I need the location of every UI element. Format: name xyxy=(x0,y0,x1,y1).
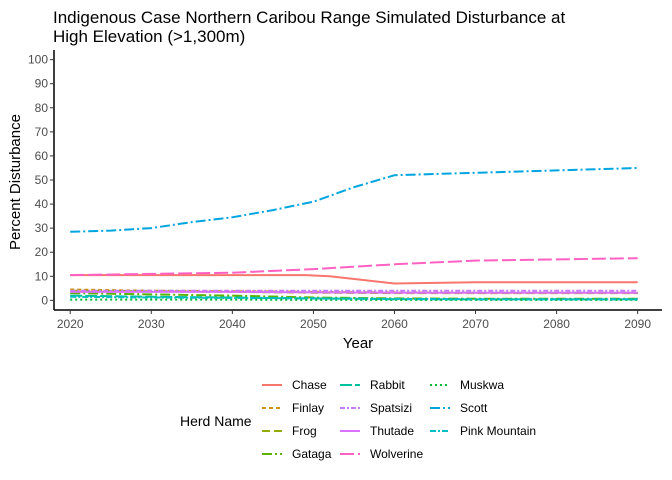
legend-label-spatsizi: Spatsizi xyxy=(370,401,412,415)
x-tick-label: 2060 xyxy=(381,317,408,331)
y-axis-ticks: 0 10 20 30 40 50 60 70 80 90 100 xyxy=(28,53,54,307)
y-tick-label: 50 xyxy=(35,173,49,187)
y-tick-label: 10 xyxy=(35,269,49,283)
y-tick-label: 20 xyxy=(35,245,49,259)
legend: Chase Finlay Frog Gataga Rabbit Spatsizi Thuta… xyxy=(262,378,536,461)
y-axis-title: Percent Disturbance xyxy=(7,114,24,250)
y-tick-label: 0 xyxy=(41,293,48,307)
legend-label-wolverine: Wolverine xyxy=(370,447,423,461)
x-axis-ticks: 2020 2030 2040 2050 2060 2070 2080 2090 xyxy=(57,310,651,331)
legend-title: Herd Name xyxy=(180,413,252,429)
y-tick-label: 100 xyxy=(28,53,48,67)
y-tick-label: 60 xyxy=(35,149,49,163)
x-tick-label: 2040 xyxy=(219,317,246,331)
legend-label-scott: Scott xyxy=(460,401,488,415)
x-tick-label: 2020 xyxy=(57,317,84,331)
x-axis-title: Year xyxy=(343,335,373,352)
legend-label-pink-mountain: Pink Mountain xyxy=(460,424,536,438)
series-line-thutade xyxy=(70,290,638,294)
chart-title-line-1: Indigenous Case Northern Caribou Range S… xyxy=(53,8,565,27)
series-line-wolverine xyxy=(70,257,638,277)
x-tick-label: 2050 xyxy=(300,317,327,331)
legend-label-thutade: Thutade xyxy=(370,424,414,438)
y-tick-label: 90 xyxy=(35,77,49,91)
legend-label-frog: Frog xyxy=(292,424,317,438)
legend-label-finlay: Finlay xyxy=(292,401,324,415)
x-tick-label: 2030 xyxy=(138,317,165,331)
chart-title-line-2: High Elevation (>1,300m) xyxy=(53,27,245,46)
legend-label-gataga: Gataga xyxy=(292,447,332,461)
y-tick-label: 80 xyxy=(35,101,49,115)
series-line-scott xyxy=(70,167,638,233)
plot-area xyxy=(70,167,638,301)
x-tick-label: 2070 xyxy=(462,317,489,331)
x-tick-label: 2080 xyxy=(543,317,570,331)
y-tick-label: 40 xyxy=(35,197,49,211)
legend-label-muskwa: Muskwa xyxy=(460,378,504,392)
y-tick-label: 70 xyxy=(35,125,49,139)
series-line-chase xyxy=(70,274,638,285)
series-line-pink-mountain xyxy=(70,295,638,301)
x-tick-label: 2090 xyxy=(624,317,651,331)
legend-label-rabbit: Rabbit xyxy=(370,378,405,392)
y-tick-label: 30 xyxy=(35,221,49,235)
legend-label-chase: Chase xyxy=(292,378,327,392)
